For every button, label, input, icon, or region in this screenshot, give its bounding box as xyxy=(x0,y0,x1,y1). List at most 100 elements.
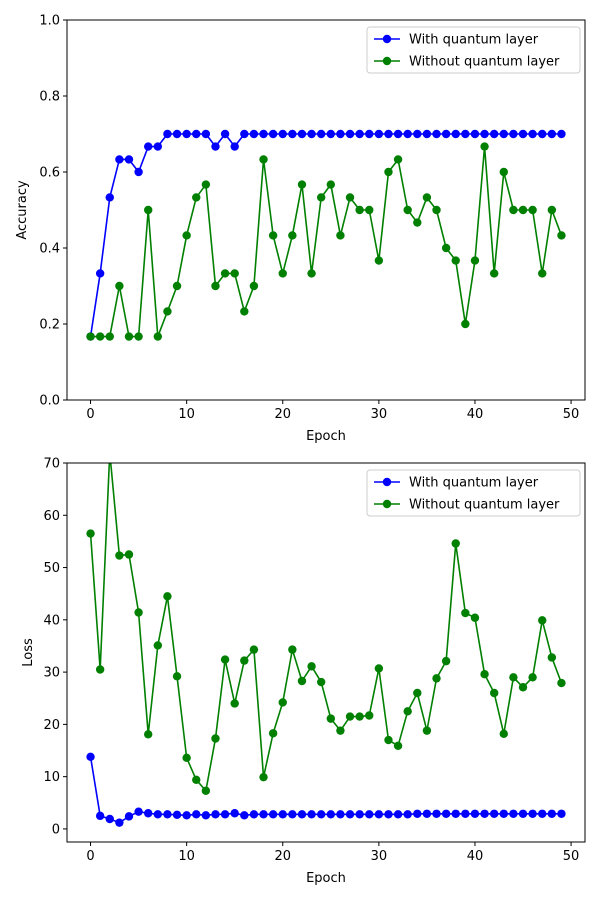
data-point xyxy=(278,129,287,139)
data-point xyxy=(316,810,326,819)
data-point xyxy=(355,810,364,819)
data-point xyxy=(355,205,364,215)
y-axis-label: Loss xyxy=(21,638,36,667)
y-tick-label: 40 xyxy=(43,613,60,628)
data-point xyxy=(538,269,547,278)
data-point xyxy=(326,180,336,189)
series-0 xyxy=(86,752,566,827)
data-point xyxy=(374,256,384,265)
legend: With quantum layer Without quantum layer xyxy=(366,26,581,74)
data-point xyxy=(115,155,124,164)
data-point xyxy=(441,129,451,139)
data-point xyxy=(144,205,153,215)
data-point xyxy=(432,674,441,683)
data-point xyxy=(461,809,470,818)
data-point xyxy=(192,193,201,202)
data-point xyxy=(163,592,172,601)
data-point xyxy=(557,129,566,139)
data-point xyxy=(144,809,153,818)
x-tick-label: 20 xyxy=(274,407,291,422)
legend: With quantum layer Without quantum layer xyxy=(366,469,581,517)
data-point xyxy=(441,809,451,818)
data-point xyxy=(336,231,345,240)
data-point xyxy=(547,205,557,215)
data-point xyxy=(470,129,480,139)
data-point xyxy=(461,319,470,329)
y-tick-label: 10 xyxy=(43,770,60,785)
data-point xyxy=(259,155,268,164)
x-tick-label: 40 xyxy=(467,849,484,864)
data-point xyxy=(211,810,220,819)
data-point xyxy=(480,129,489,139)
data-point xyxy=(470,256,480,265)
data-point xyxy=(528,205,537,215)
data-point xyxy=(557,231,566,240)
x-tick-label: 40 xyxy=(467,407,484,422)
data-point xyxy=(547,809,557,818)
data-point xyxy=(489,688,499,698)
legend-label: Without quantum layer xyxy=(409,55,560,70)
data-point xyxy=(509,809,518,818)
data-point xyxy=(326,129,336,139)
data-point xyxy=(86,332,95,341)
data-point xyxy=(384,167,393,177)
data-point xyxy=(240,307,249,316)
y-tick-label: 0 xyxy=(52,822,60,837)
data-point xyxy=(413,129,422,139)
data-point xyxy=(393,741,403,751)
data-point xyxy=(499,167,508,177)
data-point xyxy=(355,712,364,721)
data-point xyxy=(249,129,259,139)
data-point xyxy=(144,730,153,739)
series-1 xyxy=(86,142,566,341)
data-point xyxy=(115,281,124,291)
data-point xyxy=(163,810,172,819)
data-point xyxy=(172,281,182,291)
data-point xyxy=(480,142,489,151)
data-point xyxy=(528,129,537,139)
data-point xyxy=(355,129,364,139)
data-point xyxy=(134,807,143,816)
data-point xyxy=(489,129,499,139)
data-point xyxy=(393,810,403,819)
x-tick-label: 30 xyxy=(371,407,388,422)
data-point xyxy=(316,677,326,687)
data-point xyxy=(220,269,230,278)
data-point xyxy=(192,775,201,784)
data-point xyxy=(432,205,441,215)
legend-label: With quantum layer xyxy=(409,476,539,491)
data-point xyxy=(307,129,316,139)
x-tick-label: 0 xyxy=(86,407,94,422)
data-point xyxy=(509,129,518,139)
data-point xyxy=(480,669,489,679)
data-point xyxy=(316,193,326,202)
y-axis-label: Accuracy xyxy=(15,180,30,240)
data-point xyxy=(307,810,316,819)
axes-frame xyxy=(66,19,586,401)
data-point xyxy=(115,551,124,560)
data-point xyxy=(384,810,393,819)
legend-swatch-marker xyxy=(382,477,392,487)
data-point xyxy=(134,608,143,617)
data-point xyxy=(153,142,163,151)
data-point xyxy=(509,205,518,215)
data-point xyxy=(115,818,124,827)
series-0 xyxy=(86,129,566,341)
data-point xyxy=(528,673,537,682)
data-point xyxy=(432,129,441,139)
data-point xyxy=(499,729,508,738)
data-point xyxy=(461,129,470,139)
data-point xyxy=(172,810,182,820)
data-point xyxy=(163,129,172,139)
data-point xyxy=(297,180,307,189)
data-point xyxy=(345,712,355,721)
data-point xyxy=(557,678,566,688)
legend-label: With quantum layer xyxy=(409,33,539,48)
data-point xyxy=(441,656,451,666)
data-point xyxy=(528,809,537,818)
data-point xyxy=(278,269,287,278)
data-point xyxy=(144,142,153,151)
data-point xyxy=(297,810,307,819)
data-point xyxy=(538,616,547,625)
